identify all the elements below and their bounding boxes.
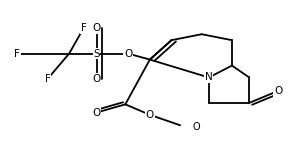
Text: O: O <box>92 74 101 84</box>
Text: F: F <box>45 74 50 84</box>
Text: F: F <box>81 23 86 33</box>
Text: N: N <box>205 73 213 83</box>
Text: O: O <box>124 49 132 59</box>
Text: O: O <box>274 86 282 96</box>
Text: O: O <box>192 122 200 132</box>
Text: O: O <box>92 23 101 33</box>
Text: F: F <box>14 49 20 59</box>
Text: O: O <box>92 108 101 117</box>
Text: S: S <box>93 49 100 59</box>
Text: O: O <box>146 110 154 120</box>
